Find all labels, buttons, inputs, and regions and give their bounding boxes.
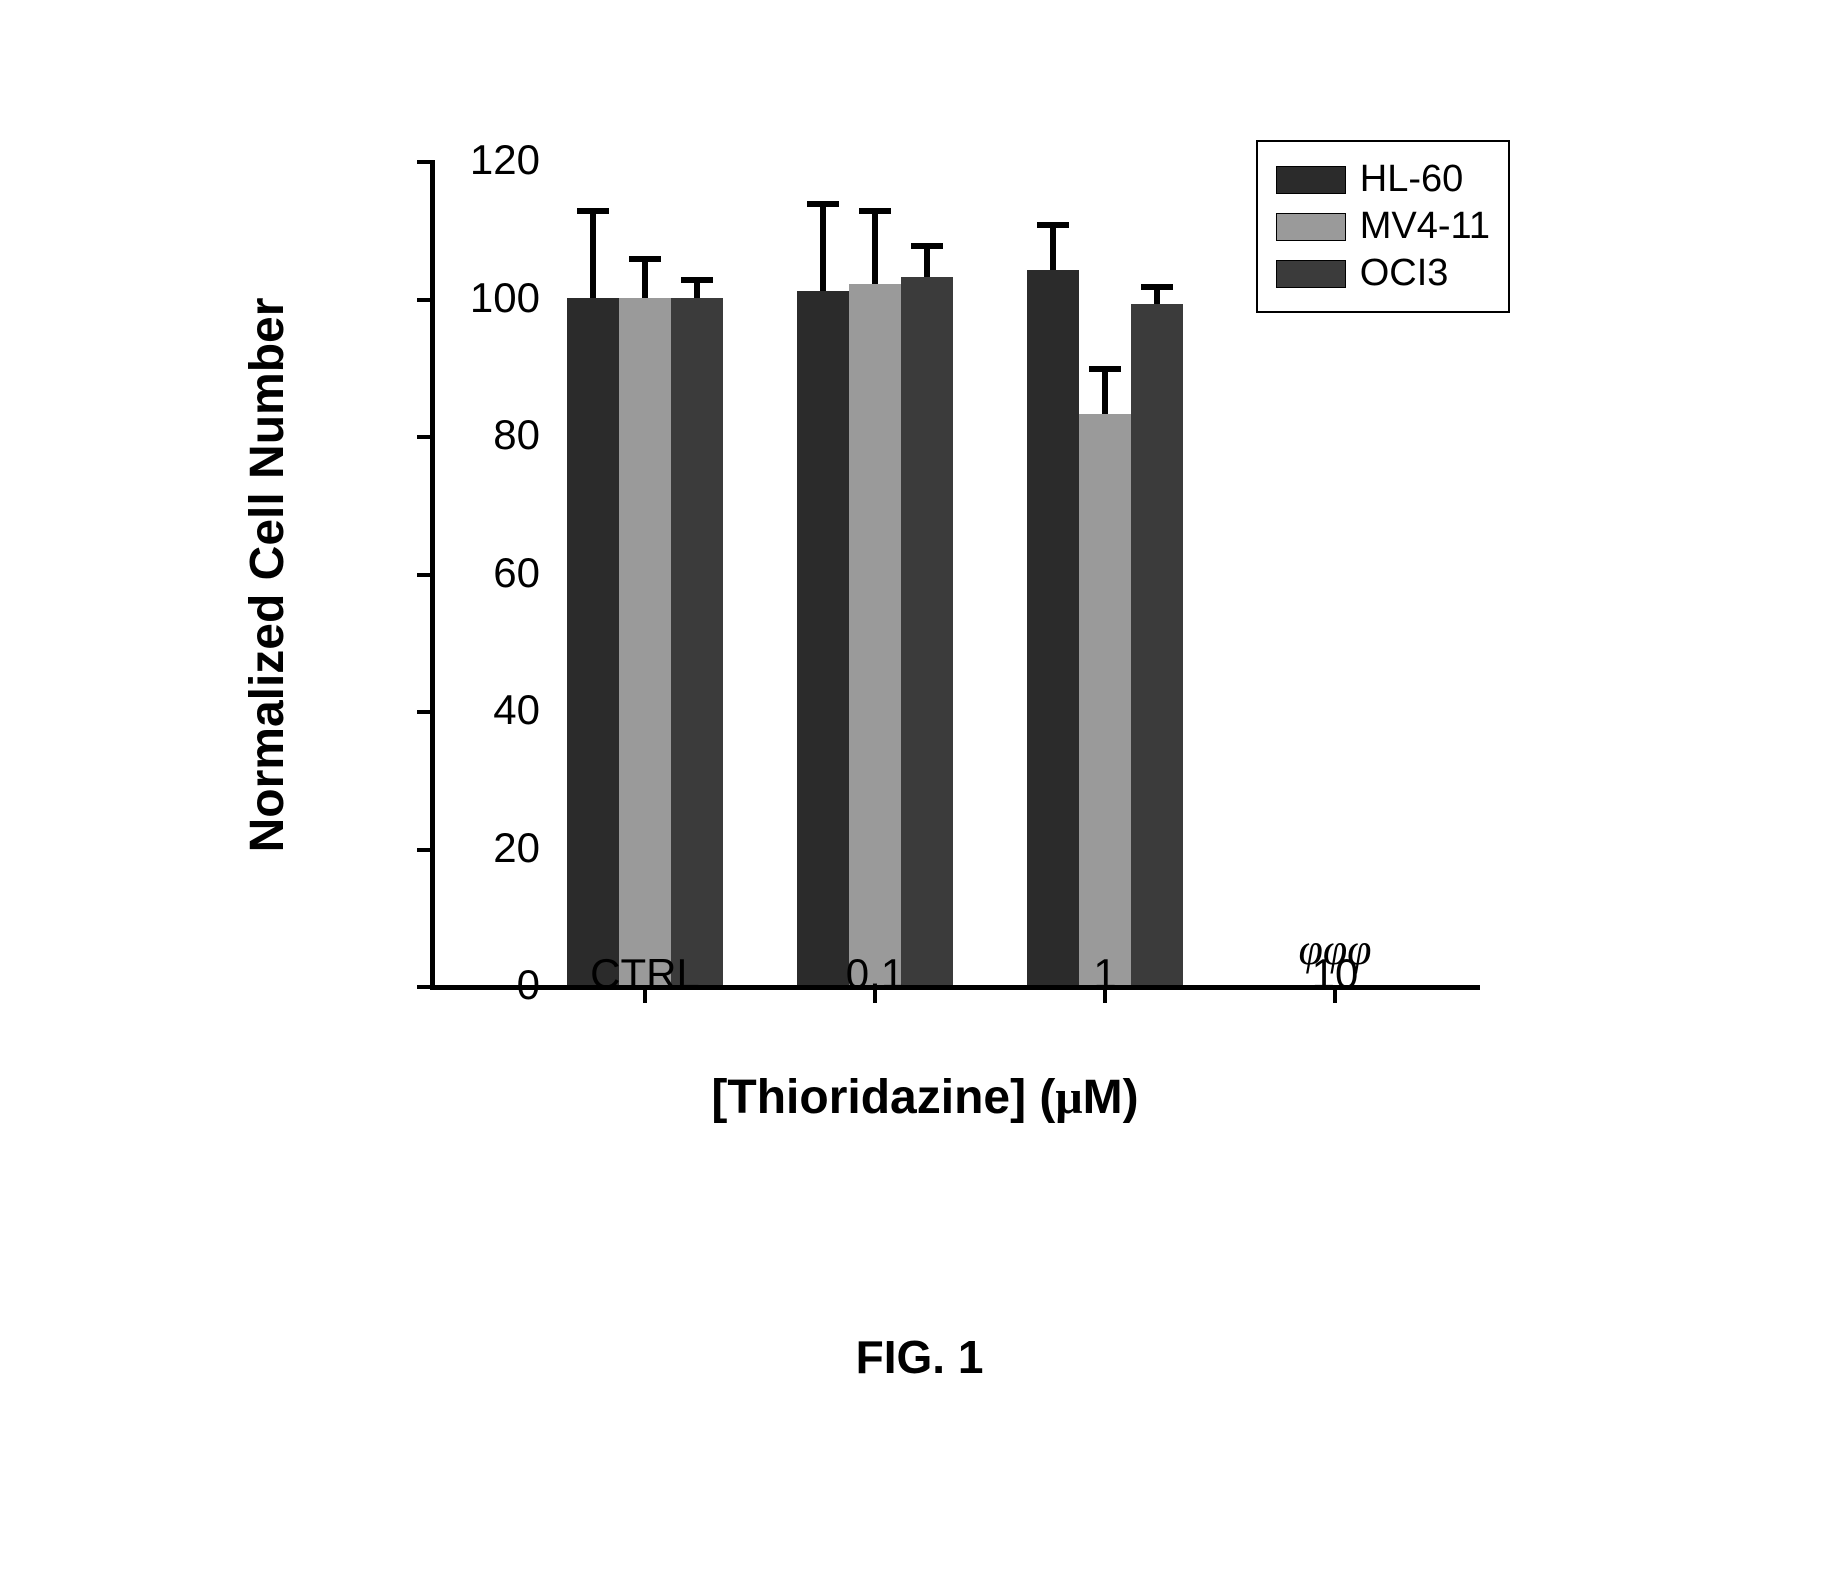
y-tick-label: 100 [440, 274, 540, 322]
y-tick-label: 0 [440, 961, 540, 1009]
y-tick-label: 40 [440, 686, 540, 734]
error-bar-cap [911, 243, 943, 249]
legend-row: MV4-11 [1276, 205, 1490, 248]
bar [901, 277, 953, 985]
y-tick [417, 848, 430, 852]
legend-label: MV4-11 [1360, 205, 1490, 248]
error-bar-cap [807, 201, 839, 207]
error-bar-stem [590, 208, 596, 297]
y-axis-title: Normalized Cell Number [240, 298, 295, 853]
error-bar-cap [1037, 222, 1069, 228]
legend-swatch [1276, 166, 1346, 194]
y-tick [417, 298, 430, 302]
x-title-unit: μ [1055, 1071, 1082, 1124]
bar [1079, 414, 1131, 985]
error-bar-cap [1141, 284, 1173, 290]
bar [849, 284, 901, 985]
y-axis-line [430, 160, 435, 990]
legend-swatch [1276, 260, 1346, 288]
x-tick-label: 1 [1093, 950, 1116, 998]
error-bar-stem [872, 208, 878, 284]
error-bar-cap [629, 256, 661, 262]
legend-label: HL-60 [1360, 158, 1464, 201]
y-tick-label: 80 [440, 411, 540, 459]
error-bar-cap [577, 208, 609, 214]
error-bar-stem [820, 201, 826, 290]
error-bar-cap [1089, 366, 1121, 372]
figure-label: FIG. 1 [856, 1330, 984, 1384]
y-tick [417, 985, 430, 989]
y-tick-label: 60 [440, 549, 540, 597]
y-tick [417, 160, 430, 164]
x-tick-label: 0.1 [846, 950, 904, 998]
y-tick-label: 20 [440, 824, 540, 872]
error-bar-stem [1102, 366, 1108, 414]
x-axis-title: [Thioridazine] (μM) [711, 1070, 1138, 1125]
bar [1131, 304, 1183, 985]
plot-area: HL-60MV4-11OCI3 φφφ [430, 160, 1480, 990]
error-bar-cap [859, 208, 891, 214]
y-tick [417, 435, 430, 439]
legend-swatch [1276, 213, 1346, 241]
x-tick-label: CTRL [590, 950, 700, 998]
y-tick-label: 120 [440, 136, 540, 184]
legend-row: OCI3 [1276, 252, 1490, 295]
legend: HL-60MV4-11OCI3 [1256, 140, 1510, 313]
x-tick-label: 10 [1312, 950, 1359, 998]
y-tick [417, 710, 430, 714]
bar [671, 298, 723, 986]
error-bar-cap [681, 277, 713, 283]
bar [619, 298, 671, 986]
x-title-prefix: [Thioridazine] ( [711, 1071, 1055, 1124]
bar [1027, 270, 1079, 985]
legend-label: OCI3 [1360, 252, 1449, 295]
y-tick [417, 573, 430, 577]
bar [567, 298, 619, 986]
error-bar-stem [642, 256, 648, 297]
legend-row: HL-60 [1276, 158, 1490, 201]
x-title-suffix: M) [1083, 1071, 1139, 1124]
chart-container: HL-60MV4-11OCI3 φφφ 0 20 40 60 80 100 120 CTRL… [250, 100, 1600, 1200]
bar [797, 291, 849, 985]
error-bar-stem [1050, 222, 1056, 270]
